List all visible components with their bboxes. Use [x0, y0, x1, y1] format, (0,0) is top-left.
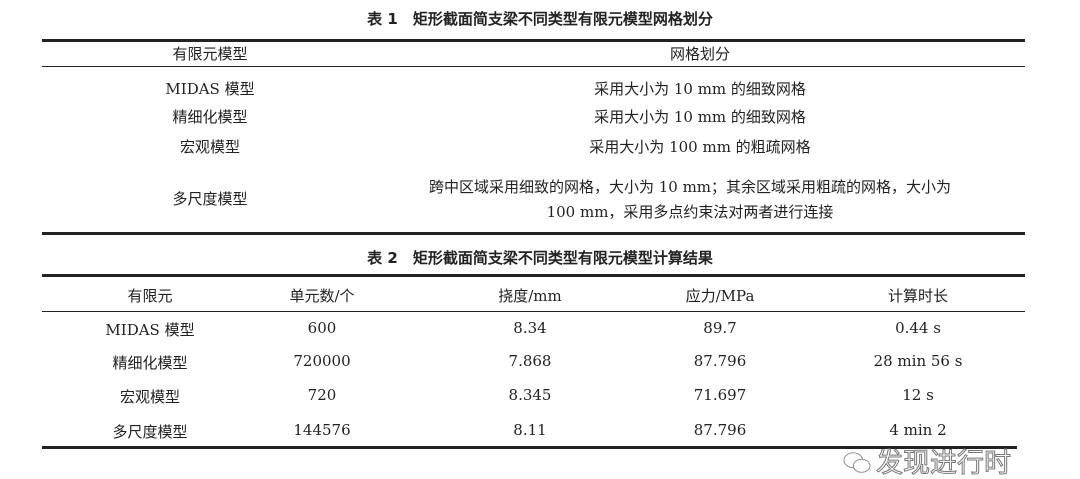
table-header: 挠度/mm: [498, 287, 562, 305]
table-cell: 多尺度模型: [172, 190, 248, 208]
rule: [42, 232, 1025, 235]
table-cell: 跨中区域采用细致的网格，大小为 10 mm；其余区域采用粗疏的网格，大小为: [428, 178, 952, 196]
table-cell: 12 s: [902, 386, 934, 404]
table-cell: 89.7: [703, 319, 737, 337]
watermark-text: 发现进行时: [876, 447, 1012, 479]
table-cell: 宏观模型: [179, 138, 241, 156]
table-cell: 采用大小为 10 mm 的细致网格: [594, 80, 806, 98]
table-cell: 宏观模型: [119, 388, 181, 406]
table-cell: 4 min 2: [889, 421, 947, 439]
table-header: 网格划分: [669, 45, 731, 63]
rule: [42, 274, 1025, 277]
table-cell: 多尺度模型: [112, 423, 188, 441]
table-cell: 7.868: [508, 352, 552, 370]
watermark: 发现进行时: [842, 447, 1012, 479]
table-cell: 87.796: [693, 421, 747, 439]
rule: [42, 39, 1025, 42]
table-cell: 720000: [293, 352, 351, 370]
table-cell: 28 min 56 s: [873, 352, 963, 370]
rule: [42, 66, 1025, 67]
table-cell: 600: [307, 319, 337, 337]
table-cell: 精细化模型: [112, 354, 188, 372]
table-cell: 8.34: [513, 319, 547, 337]
rule: [42, 311, 1025, 312]
table-cell: 8.345: [508, 386, 552, 404]
table-1-title: 表 1 矩形截面简支梁不同类型有限元模型网格划分: [367, 10, 713, 28]
table-cell: MIDAS 模型: [105, 321, 195, 339]
table-cell: 采用大小为 100 mm 的粗疏网格: [589, 138, 811, 156]
table-header: 应力/MPa: [685, 287, 755, 305]
table-cell: 100 mm，采用多点约束法对两者进行连接: [546, 203, 834, 221]
table-header: 有限元: [127, 287, 173, 305]
table-cell: 0.44 s: [895, 319, 941, 337]
table-header: 计算时长: [887, 287, 949, 305]
table-cell: 71.697: [693, 386, 747, 404]
table-cell: 8.11: [513, 421, 547, 439]
rule: [42, 446, 1017, 449]
table-header: 单元数/个: [289, 287, 355, 305]
table-cell: 精细化模型: [172, 108, 248, 126]
table-2-title: 表 2 矩形截面简支梁不同类型有限元模型计算结果: [367, 249, 713, 267]
table-cell: 87.796: [693, 352, 747, 370]
table-header: 有限元模型: [172, 45, 248, 63]
table-cell: 720: [307, 386, 337, 404]
table-cell: MIDAS 模型: [165, 80, 255, 98]
wechat-icon: [842, 450, 872, 476]
table-cell: 采用大小为 10 mm 的细致网格: [594, 108, 806, 126]
table-cell: 144576: [293, 421, 351, 439]
